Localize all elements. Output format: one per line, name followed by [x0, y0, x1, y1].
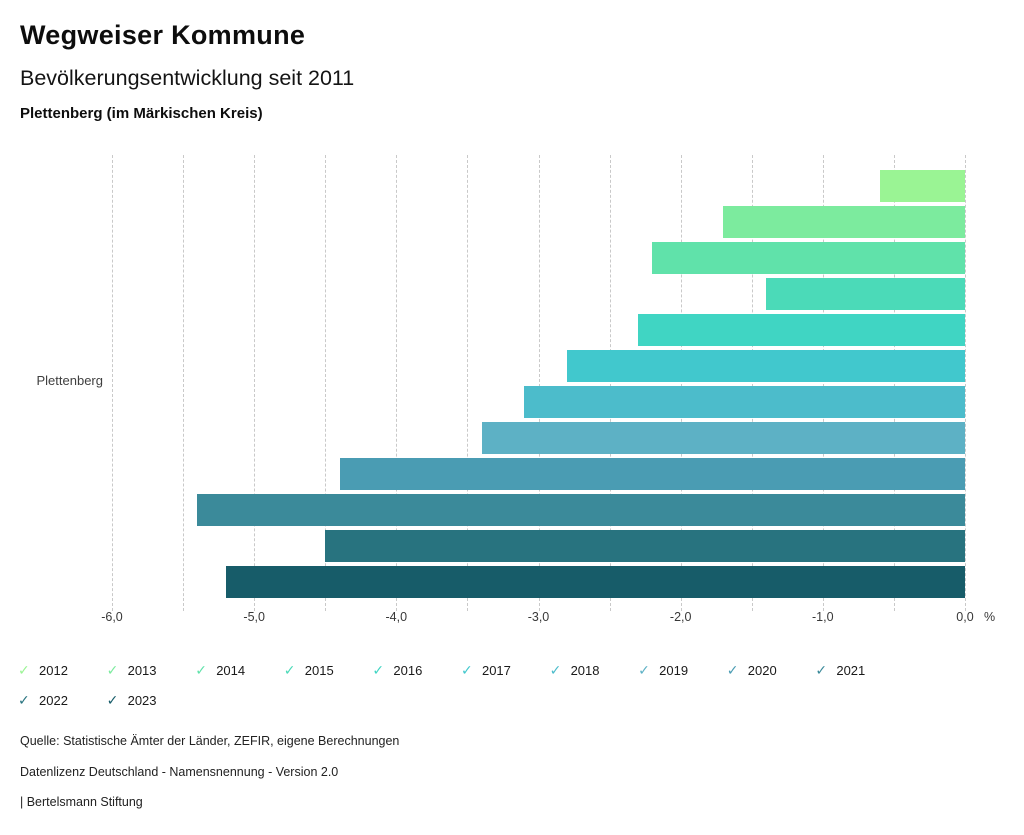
legend-item-label: 2021	[836, 662, 866, 678]
x-tick-label: -2,0	[669, 610, 692, 624]
legend-item-label: 2020	[747, 662, 777, 678]
check-icon: ✓	[106, 691, 119, 708]
legend-item-2014[interactable]: ✓ 2014	[195, 655, 284, 685]
check-icon: ✓	[283, 661, 296, 678]
legend-item-2012[interactable]: ✓ 2012	[18, 655, 107, 685]
bar-2018[interactable]	[524, 386, 965, 418]
check-icon: ✓	[195, 661, 207, 678]
gridline	[538, 155, 540, 611]
legend-item-label: 2019	[659, 662, 689, 678]
check-icon: ✓	[460, 661, 473, 678]
legend-item-2013[interactable]: ✓ 2013	[107, 655, 196, 685]
gridline	[822, 155, 824, 611]
legend-item-2021[interactable]: ✓ 2021	[815, 655, 904, 685]
legend-item-label: 2016	[393, 662, 423, 678]
legend: ✓ 2012 ✓ 2013 ✓ 2014 ✓ 2015 ✓ 2016 ✓ 2017 ✓ 2018 ✓ 2019…	[18, 655, 908, 715]
legend-item-2016[interactable]: ✓ 2016	[372, 655, 461, 685]
legend-item-label: 2018	[570, 662, 600, 678]
bar-2015[interactable]	[766, 278, 965, 310]
x-tick-label: -4,0	[385, 610, 408, 624]
gridline	[467, 155, 469, 611]
chart-subtitle: Bevölkerungsentwicklung seit 2011	[20, 66, 355, 90]
legend-item-2020[interactable]: ✓ 2020	[727, 655, 816, 685]
gridline	[396, 155, 398, 611]
gridline	[751, 155, 753, 611]
check-icon: ✓	[638, 661, 650, 678]
legend-item-label: 2012	[39, 662, 68, 678]
attribution-note: | Bertelsmann Stiftung	[20, 795, 143, 809]
legend-item-2018[interactable]: ✓ 2018	[550, 655, 639, 685]
region-label: Plettenberg (im Märkischen Kreis)	[20, 105, 263, 122]
check-icon: ✓	[18, 661, 30, 678]
check-icon: ✓	[726, 661, 739, 678]
y-axis-label: Plettenberg	[36, 373, 104, 388]
bar-2013[interactable]	[723, 206, 965, 238]
legend-item-label: 2017	[481, 662, 511, 678]
legend-item-label: 2015	[304, 662, 334, 678]
gridline	[609, 155, 611, 611]
bar-2023[interactable]	[225, 566, 965, 598]
gridline	[112, 155, 113, 611]
chart-area: Plettenberg -6,0 -5,0 -4,0 -3,0 -2,0 -1,0 0,0%	[0, 150, 1024, 640]
legend-item-2019[interactable]: ✓ 2019	[638, 655, 727, 685]
bar-2021[interactable]	[197, 494, 965, 526]
bar-2012[interactable]	[879, 170, 965, 202]
bar-2022[interactable]	[325, 530, 965, 562]
page-title: Wegweiser Kommune	[20, 20, 306, 50]
legend-item-label: 2022	[39, 692, 68, 708]
gridline	[965, 155, 966, 611]
x-tick-label: -3,0	[527, 610, 550, 624]
bar-2014[interactable]	[652, 242, 965, 274]
gridline	[183, 155, 185, 611]
legend-item-2015[interactable]: ✓ 2015	[284, 655, 373, 685]
gridline	[325, 155, 327, 611]
x-tick-label: 0,0	[956, 610, 974, 624]
gridline	[254, 155, 256, 611]
bar-2020[interactable]	[339, 458, 965, 490]
x-tick-label: -5,0	[243, 610, 265, 624]
check-icon: ✓	[106, 661, 119, 678]
check-icon: ✓	[372, 661, 385, 678]
legend-item-2017[interactable]: ✓ 2017	[461, 655, 550, 685]
check-icon: ✓	[18, 691, 30, 708]
legend-item-label: 2023	[127, 692, 157, 708]
bar-2017[interactable]	[566, 350, 965, 382]
x-tick-label: -6,0	[101, 610, 123, 624]
bar-2016[interactable]	[638, 314, 965, 346]
gridline	[680, 155, 682, 611]
legend-item-2022[interactable]: ✓ 2022	[18, 685, 107, 715]
gridline	[893, 155, 895, 611]
legend-item-label: 2014	[216, 662, 246, 678]
license-note: Datenlizenz Deutschland - Namensnennung …	[20, 765, 339, 779]
legend-item-2023[interactable]: ✓ 2023	[107, 685, 196, 715]
source-note: Quelle: Statistische Ämter der Länder, Z…	[20, 734, 400, 748]
axis-unit-label: %	[984, 610, 996, 624]
check-icon: ✓	[815, 661, 828, 678]
x-tick-label: -1,0	[812, 610, 834, 624]
legend-item-label: 2013	[127, 662, 157, 678]
bar-2019[interactable]	[481, 422, 965, 454]
check-icon: ✓	[549, 661, 562, 678]
